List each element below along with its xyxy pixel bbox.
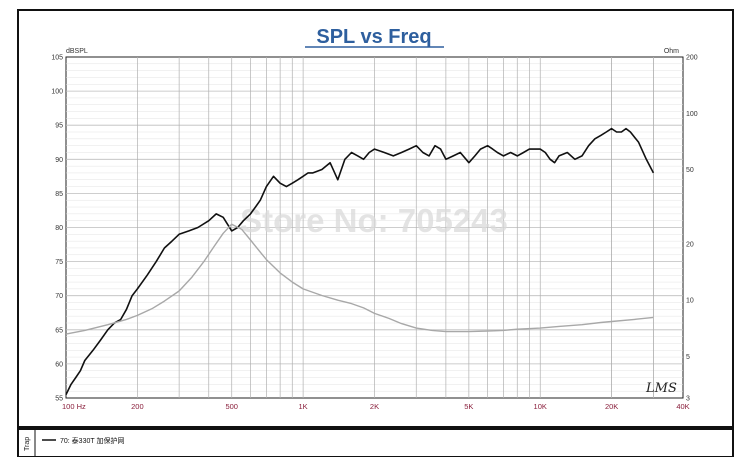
impedance-curve xyxy=(65,223,654,335)
x-tick-label: 20K xyxy=(605,402,618,411)
x-tick-label: 200 xyxy=(131,402,144,411)
legend-panel xyxy=(17,428,734,457)
x-tick-label: 100 Hz xyxy=(62,402,86,411)
y-right-tick-label: 50 xyxy=(686,167,694,174)
watermark-text: Store No: 705243 xyxy=(240,202,508,239)
chart-title: SPL vs Freq xyxy=(316,26,431,48)
y-left-tick-label: 55 xyxy=(55,396,63,403)
y-right-tick-label: 200 xyxy=(686,55,698,62)
y-right-tick-label: 10 xyxy=(686,298,694,305)
y-left-tick-label: 85 xyxy=(55,191,63,198)
y-left-tick-label: 65 xyxy=(55,327,63,334)
y-left-tick-label: 100 xyxy=(51,89,63,96)
y-left-tick-label: 75 xyxy=(55,259,63,266)
lms-logo: LMS xyxy=(645,381,677,396)
x-tick-label: 500 xyxy=(225,402,238,411)
x-tick-label: 10K xyxy=(534,402,547,411)
y-right-tick-label: 20 xyxy=(686,241,694,248)
y-right-tick-label: 3 xyxy=(686,396,690,403)
y-left-tick-label: 90 xyxy=(55,157,63,164)
plot-area: 55 60 65 70 75 80 85 90 95 100 105 3 5 10 20 50 100 200 10… xyxy=(51,55,697,412)
y-right-tick-label: 5 xyxy=(686,354,690,361)
x-tick-label: 1K xyxy=(299,402,308,411)
y-left-unit: dBSPL xyxy=(66,48,88,55)
y-right-tick-label: 100 xyxy=(686,111,698,118)
y-right-unit: Ohm xyxy=(664,48,679,55)
legend-side-label: Trap xyxy=(24,437,31,451)
x-tick-label: 2K xyxy=(370,402,379,411)
spl-curve xyxy=(65,127,655,395)
y-left-tick-label: 60 xyxy=(55,361,63,368)
y-left-tick-label: 80 xyxy=(55,225,63,232)
x-tick-label: 40K xyxy=(676,402,689,411)
y-left-tick-label: 105 xyxy=(51,55,63,62)
y-left-tick-label: 95 xyxy=(55,123,63,130)
y-left-tick-label: 70 xyxy=(55,293,63,300)
x-tick-label: 5K xyxy=(464,402,473,411)
legend-entry-label: 70: 泰330T 加保护网 xyxy=(60,436,124,445)
